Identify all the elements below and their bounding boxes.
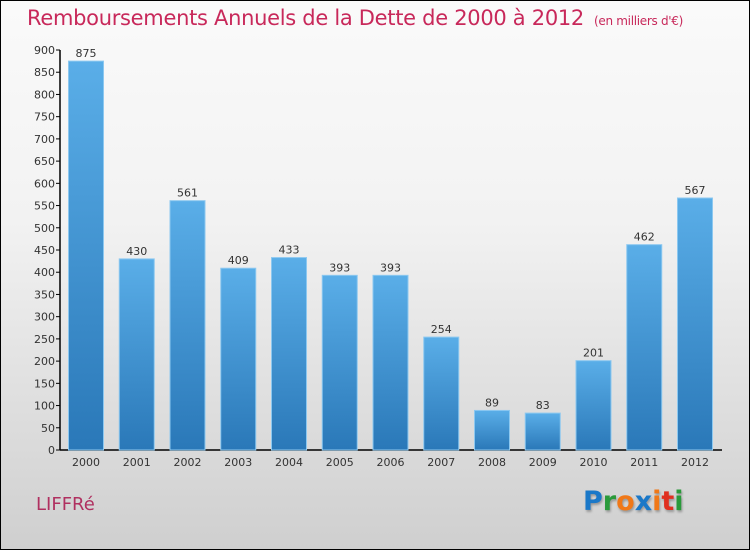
x-tick-label: 2005 — [326, 456, 354, 469]
logo-letter: o — [616, 486, 635, 517]
bar-2009 — [524, 412, 561, 451]
x-tick-label: 2009 — [529, 456, 557, 469]
y-tick-label: 700 — [34, 133, 55, 146]
y-tick-label: 750 — [34, 111, 55, 124]
bar-2003 — [220, 267, 257, 451]
data-label: 393 — [329, 261, 350, 274]
data-label: 875 — [76, 47, 97, 60]
x-tick-label: 2004 — [275, 456, 303, 469]
bar-2010 — [575, 360, 612, 451]
title-text: Remboursements Annuels de la Dette de 20… — [27, 6, 584, 30]
logo-letter: P — [583, 486, 603, 517]
y-tick-label: 0 — [48, 444, 55, 457]
y-tick-label: 800 — [34, 88, 55, 101]
y-tick-label: 900 — [34, 44, 55, 57]
x-tick-label: 2011 — [630, 456, 658, 469]
data-label: 201 — [583, 347, 604, 360]
bar-2012 — [677, 197, 713, 451]
bar-2007 — [423, 336, 460, 451]
y-tick-label: 250 — [34, 333, 55, 346]
y-tick-label: 850 — [34, 66, 55, 79]
x-tick-label: 2012 — [681, 456, 709, 469]
bar-2008 — [474, 409, 510, 451]
data-label: 567 — [685, 184, 706, 197]
data-label: 254 — [431, 323, 452, 336]
y-tick-label: 400 — [34, 266, 55, 279]
data-label: 83 — [536, 399, 550, 412]
x-tick-label: 2000 — [72, 456, 100, 469]
bar-2004 — [271, 257, 307, 451]
data-label: 561 — [177, 187, 198, 200]
bar-2000 — [68, 60, 104, 451]
x-tick-label: 2008 — [478, 456, 506, 469]
y-tick-label: 500 — [34, 222, 55, 235]
y-tick-label: 300 — [34, 311, 55, 324]
x-tick-label: 2010 — [580, 456, 608, 469]
logo-letter: i — [674, 486, 684, 517]
logo-letter: t — [661, 486, 675, 517]
data-label: 433 — [279, 244, 300, 257]
data-label: 409 — [228, 254, 249, 267]
y-tick-label: 200 — [34, 355, 55, 368]
y-tick-label: 350 — [34, 288, 55, 301]
data-label: 462 — [634, 231, 655, 244]
chart-title: Remboursements Annuels de la Dette de 20… — [27, 6, 683, 30]
y-tick-label: 150 — [34, 377, 55, 390]
x-tick-label: 2003 — [224, 456, 252, 469]
y-tick-label: 600 — [34, 177, 55, 190]
data-label: 89 — [485, 396, 499, 409]
logo-letter: i — [652, 486, 662, 517]
data-label: 430 — [126, 245, 147, 258]
bar-2002 — [169, 200, 206, 451]
unit-label: (en milliers d'€) — [594, 14, 684, 28]
x-tick-label: 2002 — [174, 456, 202, 469]
bar-2001 — [118, 258, 155, 451]
data-label: 393 — [380, 261, 401, 274]
logo-letter: r — [602, 486, 617, 517]
x-tick-label: 2006 — [377, 456, 405, 469]
bar-2006 — [372, 274, 409, 451]
y-tick-label: 100 — [34, 400, 55, 413]
y-tick-label: 650 — [34, 155, 55, 168]
x-tick-label: 2001 — [123, 456, 151, 469]
x-tick-label: 2007 — [427, 456, 455, 469]
bar-2005 — [321, 274, 358, 451]
y-tick-label: 450 — [34, 244, 55, 257]
y-tick-label: 550 — [34, 200, 55, 213]
y-tick-label: 50 — [41, 422, 55, 435]
proxiti-logo: Proxiti — [583, 486, 684, 517]
bar-2011 — [626, 244, 663, 451]
city-name: LIFFRé — [36, 494, 95, 515]
logo-letter: x — [634, 486, 653, 517]
